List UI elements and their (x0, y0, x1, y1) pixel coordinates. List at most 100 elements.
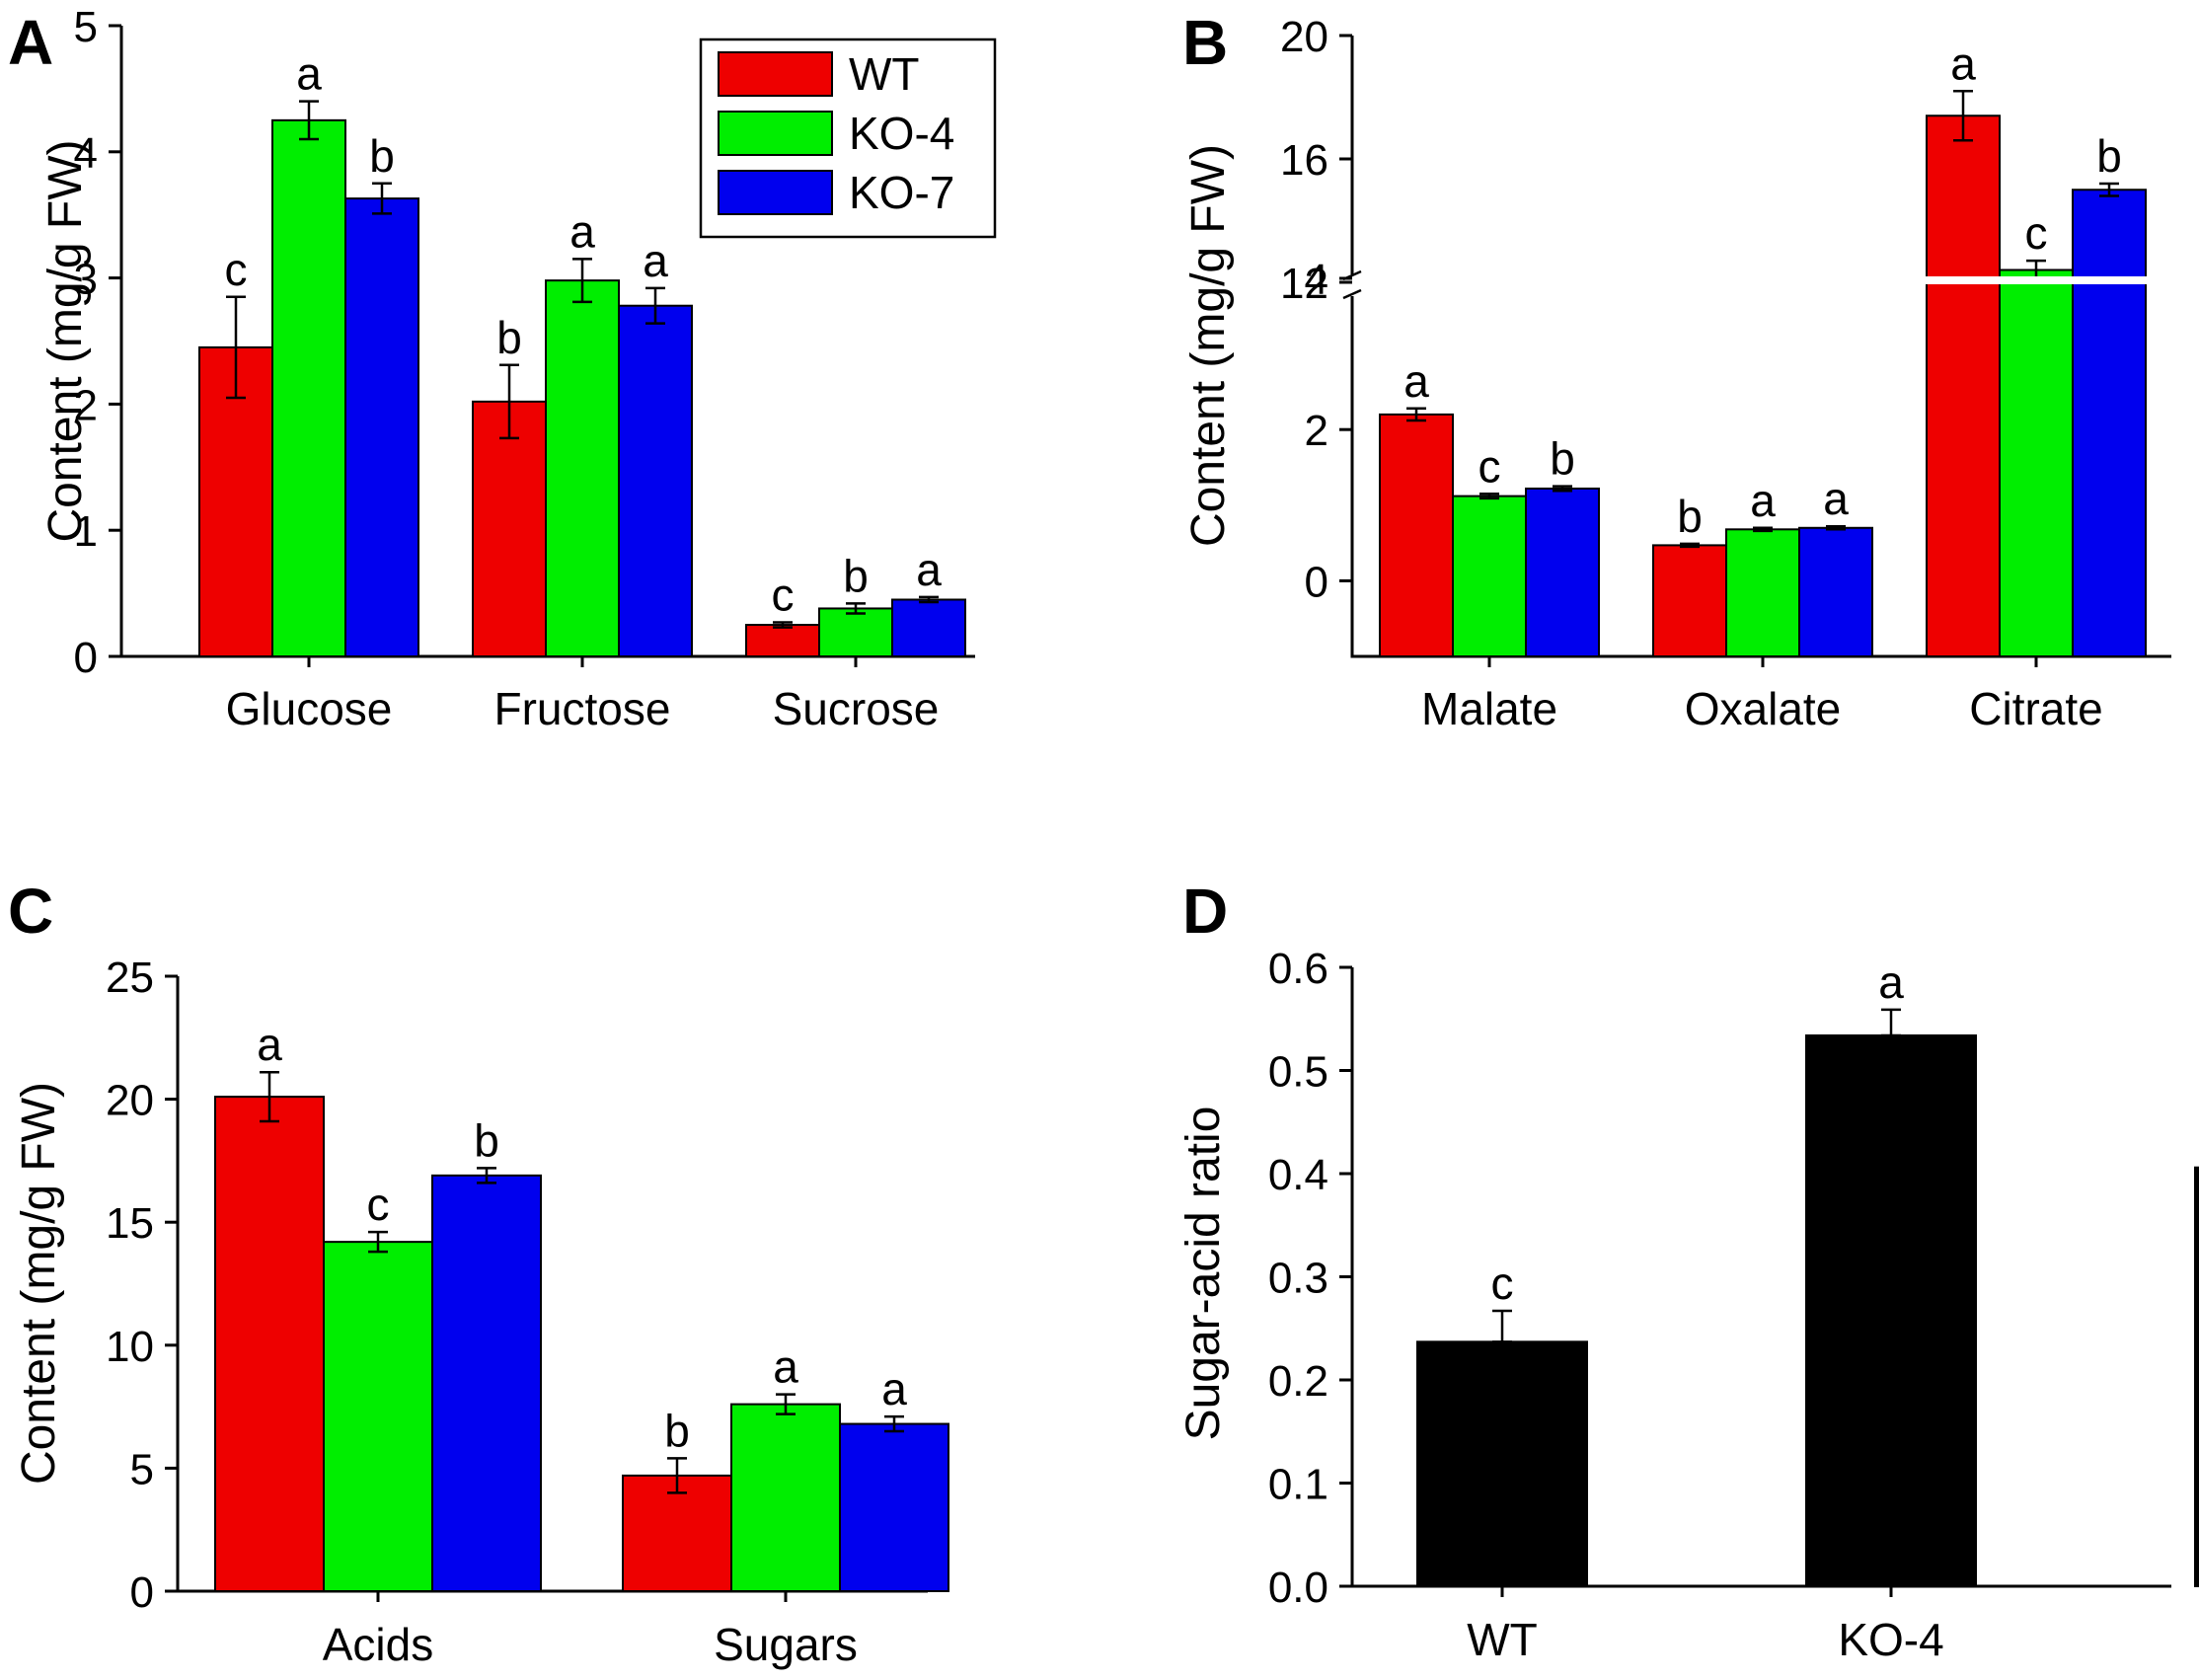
panel-letter: C (8, 876, 53, 947)
c-y-tick-label: 25 (106, 954, 154, 1002)
bar-wt-acids (214, 1096, 325, 1593)
bar-ko-7-oxalate (1798, 526, 1873, 658)
panel-c: C 0 5 10 15 20 25 Content (mg/g FW) a c b Acids b a a S… (8, 876, 949, 1670)
b-y-upper-tick-label: 20 (1280, 13, 1328, 61)
significance-letter: b (2096, 130, 2122, 182)
bar-ko-4-citrate (1999, 268, 2074, 657)
bar-ko-7-fructose (618, 304, 693, 657)
bar-wt-malate (1379, 413, 1454, 657)
significance-letter: a (1750, 475, 1776, 526)
d-y-tick-label: 0.3 (1268, 1255, 1328, 1303)
significance-letter: c (225, 244, 248, 295)
error-bar (1881, 1008, 1901, 1037)
d-y-tick-label: 0.1 (1268, 1461, 1328, 1509)
significance-letter: a (643, 235, 668, 286)
x-tick-label: Fructose (494, 683, 671, 734)
significance-letter: b (843, 550, 869, 601)
error-bar (1680, 542, 1700, 549)
error-bar (260, 1070, 279, 1123)
error-bar (499, 363, 519, 440)
significance-letter: b (664, 1405, 690, 1456)
x-tick-label: Citrate (1969, 683, 2102, 734)
bar-wt-citrate (1926, 115, 2001, 657)
significance-letter: c (772, 569, 795, 620)
error-bar (572, 258, 592, 304)
error-bar (1826, 524, 1846, 531)
x-tick-label: Sugars (714, 1619, 858, 1670)
bar-wt-fructose (472, 400, 547, 657)
bar-ko-4-sugars (730, 1403, 841, 1593)
bar-ko-7-malate (1525, 487, 1600, 657)
legend-label: WT (849, 48, 920, 100)
a-y-tick-label: 2 (74, 381, 98, 429)
y-axis-label: Sugar-acid ratio (1177, 1107, 1230, 1441)
x-tick-label: Sucrose (773, 683, 940, 734)
axis-break-mark-2 (1342, 288, 1362, 300)
significance-letter: b (496, 312, 522, 363)
error-bar (1753, 526, 1773, 533)
bar-ko-7-citrate (2072, 189, 2147, 657)
significance-letter: c (1479, 440, 1501, 492)
bar-wt-sucrose (745, 624, 820, 657)
error-bar (372, 182, 392, 215)
bar-ko-7-sucrose (891, 598, 966, 657)
b-y-lower-tick-label: 2 (1305, 407, 1328, 455)
significance-letter: a (881, 1363, 907, 1414)
error-bar (368, 1230, 388, 1254)
significance-letter: a (296, 48, 322, 100)
legend: WT KO-4 KO-7 (699, 38, 997, 239)
panel-letter: D (1182, 876, 1228, 947)
error-bar (477, 1167, 496, 1184)
x-tick-label: Glucose (226, 683, 393, 734)
significance-letter: c (2025, 207, 2048, 259)
bar-ko-4-oxalate (1725, 528, 1800, 658)
bar-ko-7-acids (431, 1174, 542, 1593)
significance-letter: b (474, 1114, 499, 1166)
error-bar (1492, 1309, 1512, 1343)
significance-letter: b (369, 130, 395, 182)
bar-wt-oxalate (1652, 544, 1727, 658)
c-y-tick-label: 0 (130, 1568, 154, 1617)
b-y-upper-tick-label: 12 (1280, 260, 1328, 308)
axis-break-band (1925, 276, 2161, 284)
error-bar (919, 595, 939, 604)
x-tick-label: Malate (1421, 683, 1557, 734)
c-y-tick-label: 5 (130, 1445, 154, 1493)
panel-d: D 0.0 0.1 0.2 0.3 0.4 0.5 0.6 Sugar-acid ratio c W… (1177, 876, 2199, 1665)
a-y-tick-label: 1 (74, 507, 98, 556)
a-y-tick-label: 0 (74, 634, 98, 682)
a-y-tick-label: 5 (74, 3, 98, 51)
bar-ko-4-glucose (271, 118, 346, 658)
panel-letter: A (8, 7, 53, 78)
x-tick-label: KO-4 (1838, 1614, 1943, 1665)
error-bar (667, 1457, 687, 1494)
significance-letter: a (1950, 38, 1976, 89)
error-bar (1953, 90, 1973, 142)
d-y-tick-label: 0.0 (1268, 1564, 1328, 1612)
legend-swatch-ko-4 (718, 111, 833, 156)
x-tick-label: Acids (323, 1619, 433, 1670)
error-bar (645, 286, 665, 325)
error-bar (1553, 485, 1572, 493)
y-axis-label: Content (mg/g FW) (39, 139, 92, 542)
a-y-tick-label: 3 (74, 256, 98, 304)
bar-ko-7 (2194, 1166, 2199, 1587)
error-bar (776, 1393, 796, 1415)
a-y-tick-label: 4 (74, 129, 98, 178)
significance-letter: a (773, 1341, 798, 1393)
error-bar (773, 621, 793, 629)
y-axis-label: Content (mg/g FW) (1182, 144, 1235, 547)
significance-letter: a (569, 205, 595, 257)
c-y-tick-label: 10 (106, 1323, 154, 1371)
error-bar (226, 295, 246, 400)
significance-letter: a (916, 544, 942, 595)
bar-wt-sugars (622, 1474, 732, 1592)
panel-letter: B (1182, 7, 1228, 78)
bar-ko-4-malate (1452, 495, 1527, 657)
significance-letter: c (1491, 1258, 1514, 1309)
significance-letter: a (257, 1019, 282, 1070)
bar-ko-7-sugars (839, 1422, 949, 1592)
error-bar (884, 1414, 904, 1433)
